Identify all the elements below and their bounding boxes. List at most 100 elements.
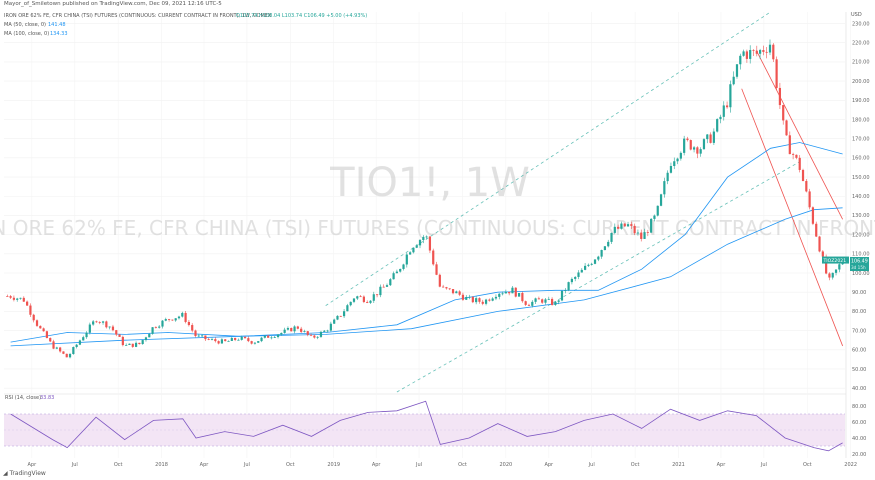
price-tag-countdown: 3d 15h: [851, 265, 866, 270]
candle-body: [131, 343, 134, 347]
ma100-line: [10, 207, 843, 347]
candle-body: [821, 251, 824, 257]
candle-body: [22, 297, 25, 302]
candle-body: [699, 149, 702, 154]
candle-body: [488, 299, 491, 301]
candle-body: [749, 49, 752, 59]
candle-body: [650, 218, 653, 233]
candle-body: [293, 326, 296, 332]
candle-body: [207, 339, 210, 340]
candle-body: [78, 340, 82, 345]
candle-body: [514, 287, 517, 297]
price-tick-label: 200.00: [852, 79, 870, 85]
candle-body: [55, 347, 58, 349]
time-tick-label: Apr: [200, 462, 210, 468]
candle-body: [574, 276, 577, 279]
candle-body: [134, 342, 138, 347]
price-tick-label: 60.00: [852, 348, 866, 354]
candle-body: [191, 325, 194, 331]
candle-body: [679, 152, 682, 159]
candle-body: [29, 305, 32, 315]
candle-body: [630, 224, 633, 226]
candle-body: [676, 158, 679, 162]
candle-body: [458, 291, 461, 295]
candle-body: [230, 337, 233, 341]
candle-body: [306, 331, 309, 335]
candle-body: [167, 319, 171, 320]
candle-body: [323, 330, 326, 332]
price-tick-label: 190.00: [852, 98, 870, 104]
candle-body: [818, 236, 821, 252]
candle-body: [349, 301, 352, 306]
candle-body: [587, 264, 590, 266]
candle-body: [547, 298, 550, 300]
footer-brand: ◢ TradingView: [3, 470, 46, 477]
price-tick-label: 180.00: [852, 117, 870, 123]
candle-body: [366, 301, 369, 303]
candle-body: [336, 315, 339, 320]
time-tick-label: Oct: [803, 462, 812, 468]
price-tick-label: 110.00: [852, 252, 870, 258]
candle-body: [828, 273, 831, 278]
candle-body: [544, 299, 547, 303]
candle-body: [597, 256, 600, 260]
last-price-tag: TIOZ2021 106.49 3d 15h: [822, 256, 869, 271]
price-tick-label: 100.00: [852, 271, 870, 277]
candle-body: [111, 326, 115, 331]
candle-body: [772, 44, 775, 60]
candle-body: [438, 274, 441, 287]
candle-body: [177, 316, 181, 319]
price-tick-label: 230.00: [852, 21, 870, 27]
candle-body: [39, 325, 42, 329]
candle-body: [580, 269, 583, 273]
price-tick-label: 210.00: [852, 60, 870, 66]
time-tick-label: Oct: [458, 462, 467, 468]
candle-body: [210, 339, 214, 340]
candle-body: [283, 329, 286, 333]
candle-body: [359, 296, 362, 298]
candle-body: [197, 335, 200, 337]
candle-body: [194, 330, 197, 337]
candle-body: [362, 296, 365, 302]
candle-body: [375, 294, 379, 296]
candle-body: [220, 339, 224, 344]
candle-body: [508, 291, 511, 294]
candle-body: [184, 312, 187, 322]
candle-body: [788, 135, 791, 155]
candle-body: [309, 334, 313, 336]
candle-body: [16, 298, 19, 300]
candle-body: [68, 354, 72, 358]
rsi-tick-label: 20.00: [852, 452, 866, 458]
lower-dashed-line: [396, 161, 800, 393]
candle-body: [521, 292, 524, 302]
candle-body: [653, 215, 656, 219]
dashed-trend-lines: [325, 11, 800, 393]
candle-body: [712, 131, 715, 143]
price-candles: [6, 39, 844, 359]
candle-body: [158, 326, 161, 328]
candle-body: [52, 341, 55, 349]
candle-body: [798, 157, 801, 170]
candle-body: [577, 272, 580, 277]
price-tick-label: 90.00: [852, 290, 866, 296]
candle-body: [35, 320, 39, 326]
time-axis: Apr Jul Oct 2018 Apr Jul Oct 2019 Apr Jul Oct 2020 A…: [28, 462, 858, 468]
candle-body: [392, 273, 395, 280]
candle-body: [82, 337, 85, 341]
candle-body: [610, 232, 613, 242]
candle-body: [739, 55, 742, 65]
candle-body: [692, 147, 696, 150]
candle-body: [607, 241, 610, 247]
candle-body: [42, 328, 45, 332]
candle-body: [752, 49, 755, 51]
candle-body: [263, 335, 266, 338]
candle-body: [273, 337, 276, 338]
time-tick-label: Apr: [544, 462, 554, 468]
candle-body: [765, 51, 768, 53]
candle-body: [742, 51, 745, 56]
candle-body: [415, 245, 418, 248]
price-tick-label: 150.00: [852, 175, 870, 181]
candle-body: [98, 322, 101, 323]
publisher-info: Mayor_of_Smiletown published on TradingV…: [4, 1, 222, 7]
